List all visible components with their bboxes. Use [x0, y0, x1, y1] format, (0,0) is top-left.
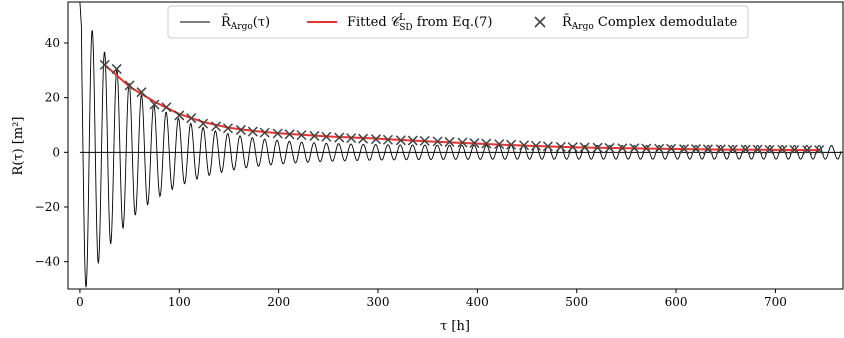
x-axis-label: τ [h]	[440, 319, 470, 334]
demodulate-marker	[764, 144, 775, 155]
demodulate-marker	[654, 143, 665, 154]
demodulate-marker	[702, 144, 713, 155]
x-tick-label: 200	[267, 295, 290, 309]
demodulate-marker	[542, 141, 553, 152]
demodulate-marker	[690, 144, 701, 155]
demodulate-marker	[419, 135, 430, 146]
demodulate-marker	[629, 143, 640, 154]
demodulate-marker	[272, 128, 283, 139]
demodulate-marker	[592, 142, 603, 153]
legend-label-demodulate: R̄Argo Complex demodulate	[562, 14, 738, 32]
demodulate-marker	[727, 144, 738, 155]
demodulate-marker	[284, 129, 295, 140]
y-tick-label: −40	[35, 255, 60, 269]
demodulate-marker	[395, 135, 406, 146]
x-axis-ticks: 0 100 200 300 400 500 600 700	[76, 289, 787, 309]
y-tick-label: 0	[52, 145, 60, 159]
demodulate-marker	[161, 102, 172, 113]
demodulate-marker	[617, 143, 628, 154]
demodulate-marker	[752, 144, 763, 155]
x-tick-label: 500	[565, 295, 588, 309]
demodulate-marker	[432, 136, 443, 147]
x-tick-label: 600	[665, 295, 688, 309]
y-tick-label: 20	[45, 91, 60, 105]
demodulate-marker	[802, 145, 813, 156]
demodulate-marker	[444, 136, 455, 147]
demodulate-marker	[149, 99, 160, 110]
y-tick-label: −20	[35, 200, 60, 214]
x-tick-label: 100	[168, 295, 191, 309]
demodulate-marker	[604, 142, 615, 153]
fit-line	[104, 64, 821, 152]
demodulate-marker	[370, 134, 382, 145]
demodulate-marker	[666, 143, 677, 154]
demodulate-marker	[481, 138, 492, 149]
demodulate-marker	[309, 130, 320, 141]
legend-label-fit: Fitted 𝒞L SD from Eq.(7)	[347, 13, 492, 33]
y-axis-label: R(τ) [m²]	[11, 117, 26, 176]
demodulate-marker	[715, 144, 726, 155]
series-layer	[79, 2, 842, 288]
legend-box	[167, 5, 749, 39]
demodulate-marker	[99, 59, 110, 70]
x-tick-label: 0	[76, 295, 84, 309]
demodulate-marker	[198, 118, 209, 129]
demodulate-marker	[111, 63, 122, 74]
demodulate-marker	[222, 123, 233, 134]
demodulate-marker	[259, 127, 270, 138]
demodulate-marker	[777, 144, 788, 155]
demodulate-marker	[506, 139, 517, 150]
demodulate-marker	[678, 144, 690, 155]
demodulate-marker	[382, 134, 393, 145]
x-tick-label: 300	[367, 295, 390, 309]
legend: R̄Argo(τ) Fitted 𝒞L SD from Eq.(7) R̄Argo…	[167, 5, 749, 39]
demodulate-marker	[469, 138, 480, 149]
demodulate-marker	[814, 145, 825, 156]
demodulate-marker	[174, 110, 185, 121]
legend-swatch-demodulate-x-icon	[534, 16, 546, 28]
demodulate-marker	[789, 144, 800, 155]
y-tick-label: 40	[45, 36, 60, 50]
demodulate-marker	[346, 133, 357, 144]
demodulate-marker	[247, 126, 258, 137]
demodulate-marker	[457, 137, 468, 148]
demodulate-marker	[641, 143, 652, 154]
demodulate-marker	[567, 142, 578, 153]
demodulate-marker	[494, 139, 505, 150]
x-tick-label: 700	[764, 295, 787, 309]
demodulate-marker	[124, 80, 135, 91]
demodulate-marker	[519, 140, 530, 151]
demodulate-marker	[407, 135, 418, 146]
x-tick-label: 400	[466, 295, 489, 309]
demodulate-marker	[136, 87, 147, 98]
demodulate-marker	[579, 142, 590, 153]
demodulate-marker	[555, 141, 566, 152]
demodulate-marker	[321, 131, 332, 142]
demodulate-marker	[296, 130, 307, 141]
demodulate-marker	[186, 113, 197, 124]
legend-label-autocovariance: R̄Argo(τ)	[221, 14, 270, 32]
demodulate-marker	[334, 132, 345, 143]
demodulate-marker	[235, 124, 246, 135]
demodulate-marker	[358, 133, 369, 144]
demodulate-marker	[740, 144, 751, 155]
demodulate-marker	[211, 121, 222, 132]
autocovariance-line	[79, 2, 842, 288]
y-axis-ticks: −40 −20 0 20 40	[35, 36, 68, 269]
plot-frame	[67, 1, 844, 290]
demodulate-marker	[530, 140, 542, 151]
